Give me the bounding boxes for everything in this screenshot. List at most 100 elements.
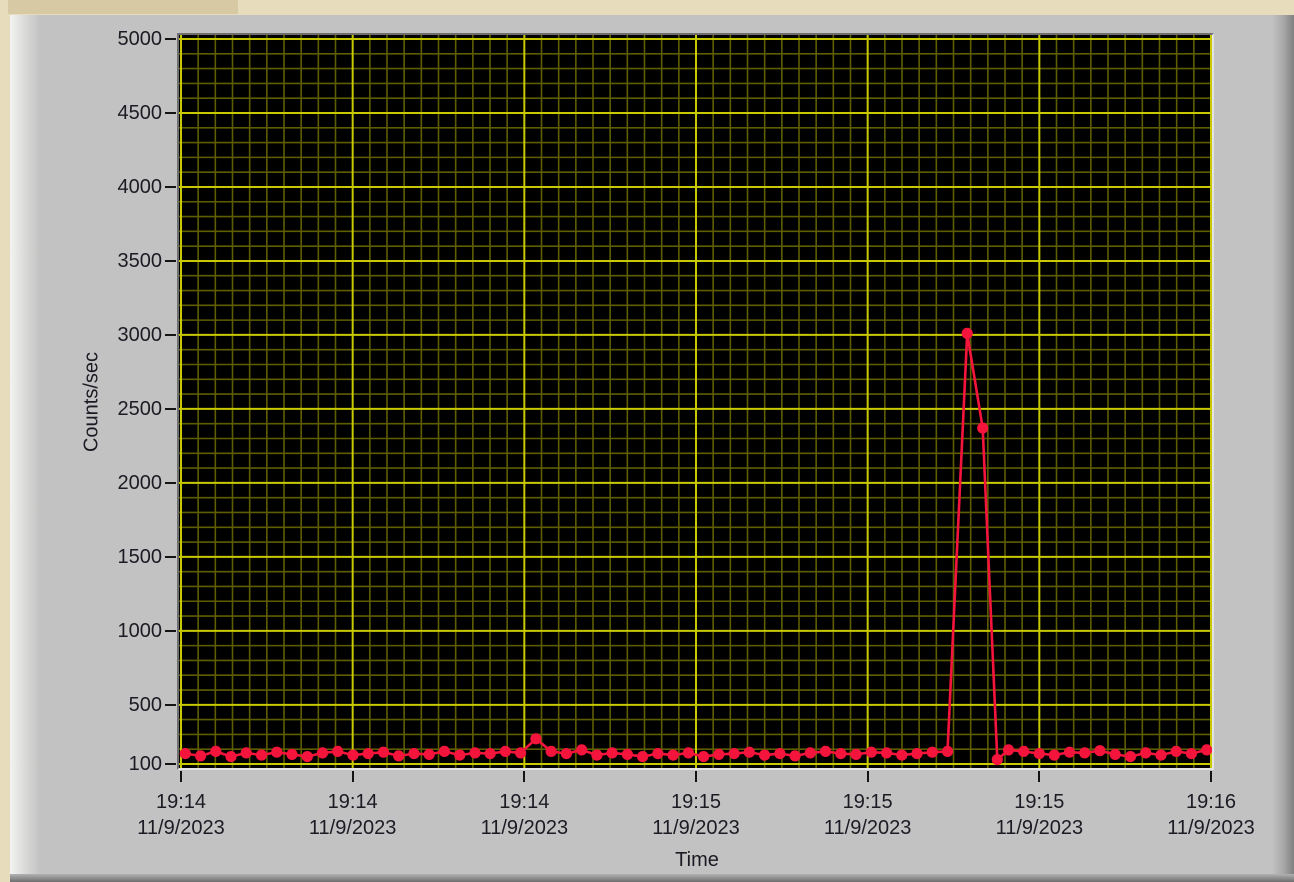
data-point xyxy=(1018,745,1030,758)
data-point xyxy=(316,747,329,759)
data-point xyxy=(225,751,237,763)
x-tick-label: 19:15 11/9/2023 xyxy=(616,789,776,841)
y-tick-mark xyxy=(165,111,176,114)
x-tick-label: 19:15 11/9/2023 xyxy=(959,789,1119,841)
x-tick-date: 11/9/2023 xyxy=(652,817,740,839)
data-point xyxy=(713,748,725,761)
data-point xyxy=(774,748,786,760)
data-point xyxy=(1109,748,1121,761)
data-point xyxy=(743,746,755,758)
data-point xyxy=(789,750,801,762)
x-tick-date: 11/9/2023 xyxy=(137,817,225,839)
data-point xyxy=(667,749,679,761)
x-tick-time: 19:15 xyxy=(842,791,893,813)
y-tick-label: 1500 xyxy=(117,545,163,568)
data-point xyxy=(515,747,527,759)
y-tick-mark xyxy=(165,555,176,558)
y-tick-label: 100 xyxy=(128,753,162,775)
data-point xyxy=(804,747,816,759)
x-tick-date: 11/9/2023 xyxy=(823,817,912,839)
data-point xyxy=(991,754,1003,766)
data-point xyxy=(499,745,511,758)
y-tick-mark xyxy=(165,629,176,632)
data-point xyxy=(576,744,588,756)
data-point xyxy=(1063,746,1076,758)
y-tick-mark xyxy=(165,481,176,484)
data-point xyxy=(240,747,252,759)
data-point xyxy=(591,749,603,761)
data-point xyxy=(545,745,557,758)
data-point xyxy=(1048,749,1060,761)
data-point xyxy=(271,746,283,758)
x-tick-mark xyxy=(523,771,526,782)
data-point xyxy=(820,745,832,758)
data-point xyxy=(1094,745,1106,757)
data-point xyxy=(530,733,542,745)
data-point xyxy=(286,748,298,761)
x-tick-label: 19:14 11/9/2023 xyxy=(101,789,261,841)
x-tick-time: 19:14 xyxy=(155,791,207,813)
data-point xyxy=(652,748,664,760)
data-point xyxy=(606,747,618,759)
y-tick-label: 2000 xyxy=(117,471,163,494)
y-tick-label: 3000 xyxy=(117,323,163,346)
data-point xyxy=(941,745,954,758)
data-point xyxy=(347,749,359,761)
x-tick-mark xyxy=(180,771,182,782)
y-tick-label: 5000 xyxy=(117,28,163,50)
data-point xyxy=(698,751,710,763)
y-tick-label: 1000 xyxy=(117,619,163,642)
data-point xyxy=(469,747,481,759)
data-point xyxy=(961,327,973,339)
data-point xyxy=(926,746,938,758)
y-tick-label: 3500 xyxy=(117,249,163,272)
data-point xyxy=(393,750,405,762)
y-tick-mark xyxy=(165,185,176,188)
x-tick-mark xyxy=(1210,771,1212,782)
y-tick-mark xyxy=(165,333,176,336)
x-tick-label: 19:16 11/9/2023 xyxy=(1131,789,1291,841)
data-point xyxy=(377,746,390,758)
y-tick-mark xyxy=(165,763,176,765)
panel-right-shadow xyxy=(1272,15,1294,882)
x-tick-mark xyxy=(695,771,697,782)
y-tick-label: 2500 xyxy=(117,397,163,420)
x-tick-mark xyxy=(866,771,869,782)
data-point xyxy=(1079,747,1091,759)
panel-bottom-shadow xyxy=(10,874,1294,882)
data-point xyxy=(911,748,923,760)
data-point xyxy=(759,749,771,761)
x-tick-date: 11/9/2023 xyxy=(995,817,1084,839)
panel-top-left-patch xyxy=(8,0,238,14)
data-point xyxy=(728,748,740,760)
x-tick-date: 11/9/2023 xyxy=(1167,817,1255,839)
data-point xyxy=(301,751,313,763)
data-point xyxy=(179,748,191,760)
data-point xyxy=(637,751,649,763)
data-point xyxy=(1155,749,1167,761)
y-tick-label: 4500 xyxy=(117,101,163,124)
plot-canvas xyxy=(179,35,1212,768)
y-tick-mark xyxy=(165,38,176,40)
data-point xyxy=(1201,744,1212,756)
y-tick-label: 4000 xyxy=(117,175,163,198)
x-tick-label: 19:14 11/9/2023 xyxy=(444,789,604,841)
x-tick-time: 19:16 xyxy=(1185,791,1237,813)
x-tick-time: 19:15 xyxy=(1014,791,1065,813)
y-tick-mark xyxy=(165,407,176,410)
data-point xyxy=(1185,748,1197,760)
data-point xyxy=(332,745,344,758)
data-point xyxy=(484,748,496,760)
x-tick-mark xyxy=(1038,771,1041,782)
data-point xyxy=(881,747,893,759)
data-point xyxy=(1140,747,1152,759)
data-point xyxy=(255,749,268,761)
y-tick-label: 500 xyxy=(128,693,162,716)
data-point xyxy=(896,749,908,761)
data-point xyxy=(362,748,374,760)
x-tick-time: 19:14 xyxy=(327,791,378,813)
data-point xyxy=(1033,748,1045,760)
data-point xyxy=(835,748,847,760)
waveform-chart-plot-area xyxy=(177,33,1214,770)
data-point xyxy=(682,747,694,759)
